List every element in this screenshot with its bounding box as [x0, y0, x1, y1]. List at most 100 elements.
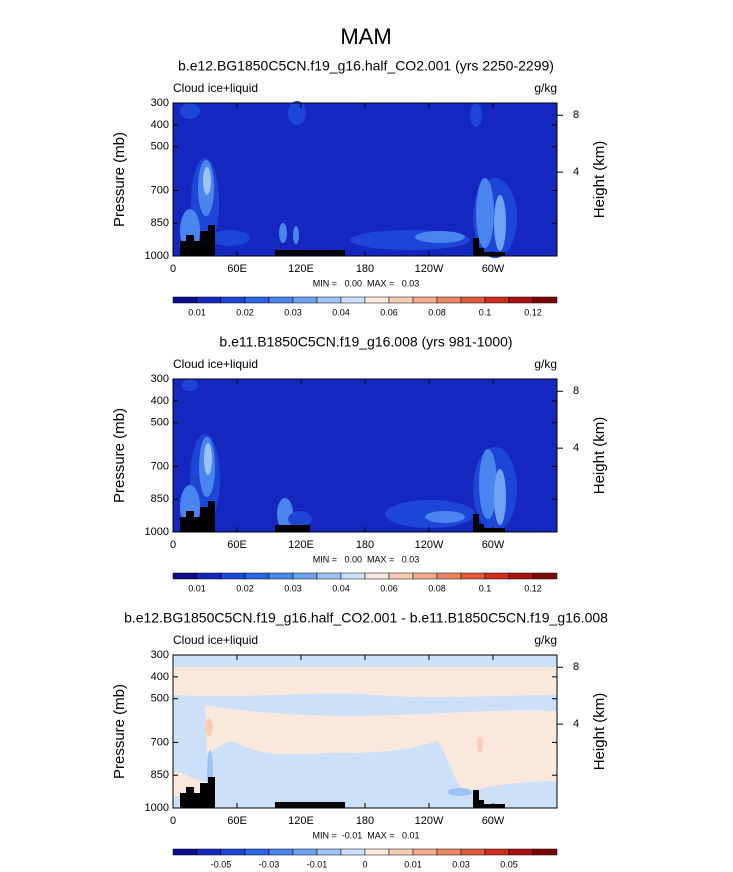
colorbar-label: 0.01: [188, 583, 206, 593]
colorbar-box: [412, 296, 438, 304]
colorbar-box: [460, 572, 486, 580]
colorbar-label: 0.12: [524, 583, 542, 593]
colorbar-label: 0.05: [500, 859, 518, 869]
colorbar-label: 0.04: [332, 307, 350, 317]
y-tick-label: 400: [151, 119, 169, 131]
panel-title: b.e11.B1850C5CN.f19_g16.008 (yrs 981-100…: [219, 334, 512, 350]
y-tick-label: 300: [151, 649, 169, 661]
colorbar-box: [364, 296, 390, 304]
y2-tick-label: 4: [573, 166, 579, 178]
x-tick-label: 120W: [415, 263, 444, 275]
y-axis-label: Pressure (mb): [111, 408, 128, 503]
colorbar-box: [532, 848, 558, 856]
colorbar-label: 0.02: [236, 583, 254, 593]
colorbar-box: [340, 572, 366, 580]
colorbar-box: [244, 296, 270, 304]
colorbar-box: [484, 296, 510, 304]
y2-axis-label: Height (km): [591, 141, 608, 219]
colorbar-label: 0.02: [236, 307, 254, 317]
colorbar-label: 0.01: [188, 307, 206, 317]
colorbar-box: [292, 848, 318, 856]
colorbar-label: -0.03: [259, 859, 280, 869]
colorbar-box: [172, 572, 198, 580]
colorbar-box: [268, 848, 294, 856]
colorbar-box: [412, 848, 438, 856]
colorbar-box: [196, 572, 222, 580]
left-label: Cloud ice+liquid: [173, 633, 258, 647]
colorbar-label: 0.08: [428, 307, 446, 317]
y-tick-label: 850: [151, 493, 169, 505]
colorbar-box: [484, 848, 510, 856]
colorbar-box: [172, 848, 198, 856]
colorbar-label: 0.08: [428, 583, 446, 593]
colorbar-box: [364, 848, 390, 856]
y-tick-label: 700: [151, 736, 169, 748]
stats-label: MIN = 0.00 MAX = 0.03: [313, 278, 420, 288]
y-tick-label: 500: [151, 693, 169, 705]
colorbar-label: 0.03: [452, 859, 470, 869]
y2-tick-label: 8: [573, 661, 579, 673]
colorbar-label: 0.1: [479, 583, 492, 593]
x-tick-label: 120W: [415, 815, 444, 827]
colorbar-box: [436, 296, 462, 304]
colorbar-box: [316, 572, 342, 580]
colorbar-box: [436, 848, 462, 856]
y-tick-label: 400: [151, 395, 169, 407]
y-tick-label: 850: [151, 217, 169, 229]
colorbar-box: [532, 296, 558, 304]
panel-title: b.e12.BG1850C5CN.f19_g16.half_CO2.001 - …: [124, 610, 608, 626]
x-tick-label: 120W: [415, 539, 444, 551]
x-tick-label: 60E: [227, 539, 247, 551]
colorbar-box: [292, 572, 318, 580]
colorbar-label: 0.01: [404, 859, 422, 869]
colorbar-box: [196, 296, 222, 304]
right-label: g/kg: [534, 633, 557, 647]
x-tick-label: 60E: [227, 815, 247, 827]
colorbar-box: [460, 848, 486, 856]
colorbar-box: [436, 572, 462, 580]
colorbar-box: [316, 848, 342, 856]
colorbar-box: [340, 848, 366, 856]
colorbar-box: [388, 572, 414, 580]
left-label: Cloud ice+liquid: [173, 81, 258, 95]
x-tick-label: 180: [356, 815, 374, 827]
y-tick-label: 700: [151, 184, 169, 196]
colorbar-label: 0: [362, 859, 367, 869]
colorbar-box: [460, 296, 486, 304]
y-tick-label: 500: [151, 417, 169, 429]
y-axis-label: Pressure (mb): [111, 132, 128, 227]
colorbar-box: [244, 848, 270, 856]
colorbar-label: 0.06: [380, 583, 398, 593]
contour-field: [173, 101, 557, 258]
y-tick-label: 300: [151, 97, 169, 109]
y2-tick-label: 4: [573, 442, 579, 454]
y-tick-label: 850: [151, 769, 169, 781]
colorbar-box: [220, 296, 246, 304]
y-axis-label: Pressure (mb): [111, 684, 128, 779]
x-tick-label: 0: [170, 263, 176, 275]
x-tick-label: 120E: [288, 263, 314, 275]
colorbar-label: 0.06: [380, 307, 398, 317]
colorbar-box: [316, 296, 342, 304]
colorbar-box: [508, 296, 534, 304]
colorbar-box: [484, 572, 510, 580]
colorbar-box: [388, 848, 414, 856]
x-tick-label: 60W: [482, 815, 505, 827]
colorbar-box: [508, 848, 534, 856]
x-tick-label: 60E: [227, 263, 247, 275]
colorbar-label: -0.01: [307, 859, 328, 869]
colorbar-box: [388, 296, 414, 304]
right-label: g/kg: [534, 81, 557, 95]
colorbar-box: [532, 572, 558, 580]
y2-axis-label: Height (km): [591, 417, 608, 495]
colorbar-box: [364, 572, 390, 580]
y-tick-label: 1000: [145, 526, 169, 538]
x-tick-label: 180: [356, 539, 374, 551]
left-label: Cloud ice+liquid: [173, 357, 258, 371]
colorbar-box: [220, 848, 246, 856]
x-tick-label: 0: [170, 815, 176, 827]
colorbar-box: [268, 572, 294, 580]
colorbar-box: [244, 572, 270, 580]
y-tick-label: 1000: [145, 250, 169, 262]
y2-tick-label: 8: [573, 109, 579, 121]
